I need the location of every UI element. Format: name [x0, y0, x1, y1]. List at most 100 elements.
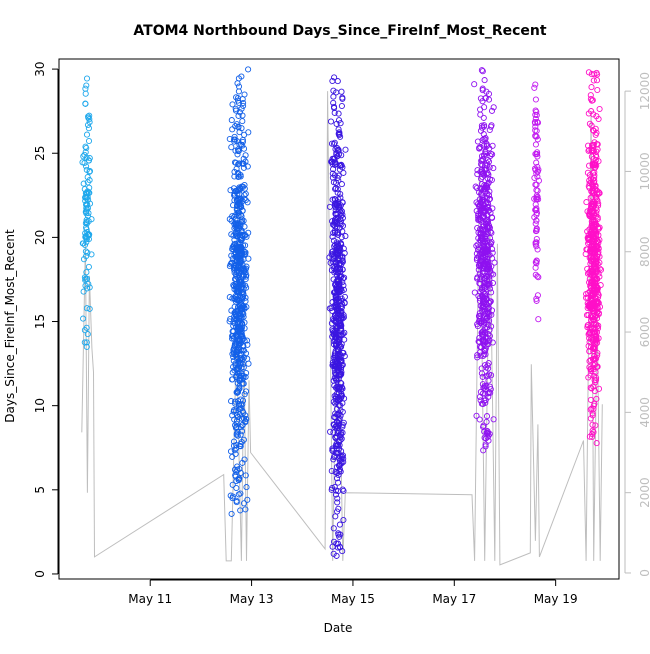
data-point: [235, 241, 242, 248]
data-point: [533, 192, 540, 199]
x-tick-label: May 19: [534, 592, 578, 606]
data-point: [534, 119, 541, 126]
data-point: [82, 277, 89, 284]
data-point: [533, 181, 540, 188]
data-point: [237, 319, 244, 326]
data-point: [481, 166, 488, 174]
data-point: [475, 292, 482, 300]
data-point: [586, 303, 593, 310]
data-point: [476, 263, 483, 270]
data-point: [239, 361, 247, 368]
data-point: [241, 181, 248, 189]
data-point: [227, 448, 235, 455]
data-point: [234, 345, 241, 352]
data-point: [334, 495, 341, 502]
data-point: [591, 236, 598, 243]
data-point: [332, 219, 339, 226]
data-point: [593, 321, 600, 328]
data-point: [532, 264, 539, 271]
data-point: [86, 231, 93, 238]
data-point: [590, 372, 597, 379]
y2-tick-label: 2000: [638, 477, 650, 508]
data-point: [591, 179, 598, 186]
data-point: [83, 226, 90, 233]
data-point: [590, 207, 597, 214]
y2-tick-label: 8000: [638, 236, 650, 267]
data-point: [335, 332, 342, 339]
data-point: [336, 457, 343, 464]
data-point: [485, 158, 493, 165]
data-point: [593, 213, 600, 220]
data-point: [590, 242, 597, 249]
data-point: [595, 115, 602, 123]
data-point: [471, 81, 478, 88]
data-point: [335, 505, 342, 512]
data-point: [329, 447, 336, 454]
data-point: [230, 363, 237, 370]
data-point: [479, 381, 486, 388]
data-point: [587, 366, 594, 373]
data-point: [588, 108, 595, 115]
data-point: [336, 130, 343, 137]
data-point: [531, 214, 538, 221]
data-point: [338, 88, 345, 95]
data-point: [532, 220, 539, 227]
data-point: [342, 146, 349, 153]
data-point: [480, 300, 488, 307]
data-point: [481, 213, 488, 220]
data-point: [334, 499, 341, 506]
data-point: [339, 315, 346, 322]
data-point: [532, 81, 539, 88]
data-point: [485, 96, 493, 103]
data-point: [483, 143, 490, 150]
data-point: [487, 386, 494, 393]
data-point: [594, 197, 601, 204]
data-point: [232, 424, 239, 431]
data-point: [337, 437, 344, 444]
x-axis-label: Date: [324, 621, 353, 635]
data-point: [231, 168, 238, 175]
y-tick-label: 20: [33, 230, 47, 245]
data-point: [236, 109, 243, 116]
data-point: [335, 126, 342, 133]
data-point: [332, 210, 339, 217]
data-point: [82, 248, 89, 255]
y-tick-label: 0: [33, 570, 47, 578]
data-point: [582, 250, 589, 258]
x-axis: May 11 May 13 May 15 May 17 May 19: [128, 579, 578, 606]
data-point: [231, 398, 239, 405]
data-point: [533, 195, 540, 202]
data-point: [592, 185, 599, 192]
data-point: [481, 348, 488, 355]
data-point: [533, 260, 540, 267]
data-point: [328, 467, 335, 475]
data-point: [331, 312, 339, 319]
data-point: [339, 95, 346, 102]
data-point: [479, 87, 486, 94]
data-point: [534, 136, 541, 143]
data-point: [489, 142, 496, 149]
data-point: [474, 224, 481, 232]
data-point: [484, 362, 491, 369]
data-point: [587, 92, 594, 99]
data-point: [242, 298, 249, 305]
data-point: [482, 351, 489, 358]
data-point: [484, 175, 491, 182]
y2-tick-label: 12000: [638, 72, 650, 110]
data-point: [235, 336, 242, 343]
data-point: [586, 279, 593, 286]
data-point: [331, 392, 338, 400]
data-point: [333, 258, 340, 265]
data-point: [488, 289, 495, 296]
data-point: [482, 441, 489, 448]
data-point: [587, 295, 594, 302]
data-point: [241, 391, 248, 398]
data-point: [338, 102, 345, 110]
data-point: [333, 243, 340, 250]
y-axis: 0 5 10 15 20 25 30: [33, 61, 59, 578]
data-point: [234, 263, 241, 271]
data-point: [484, 203, 491, 210]
data-point: [241, 354, 248, 361]
data-point: [236, 442, 243, 449]
data-point: [586, 184, 593, 191]
